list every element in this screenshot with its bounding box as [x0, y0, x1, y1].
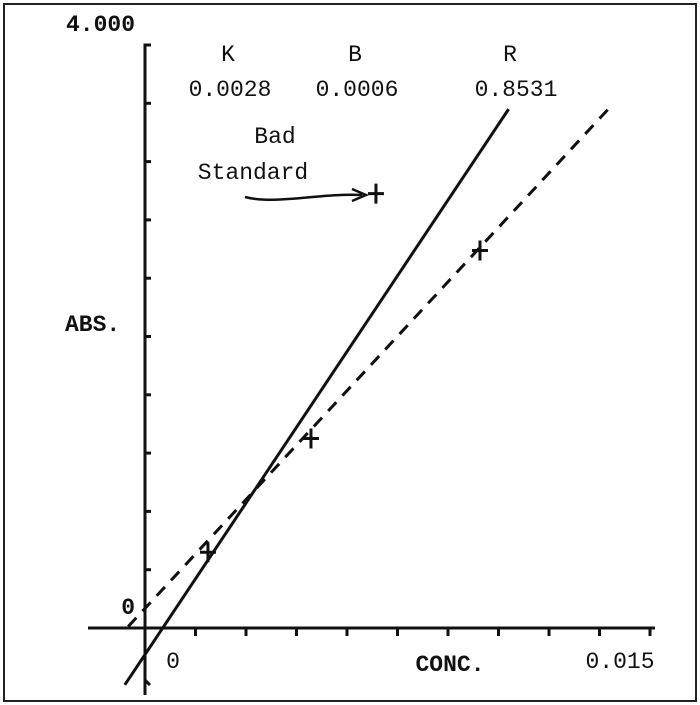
frame — [3, 3, 697, 702]
fit-line — [123, 108, 510, 686]
y-axis-label: ABS. — [65, 312, 120, 338]
stat-name: B — [348, 42, 362, 68]
x-tick-label: 0 — [166, 649, 180, 675]
annotation: Bad — [254, 124, 295, 150]
x-tick-label: 0.015 — [585, 649, 654, 675]
stat-name: K — [221, 42, 235, 68]
data-point — [302, 428, 319, 449]
x-axis-label: CONC. — [415, 652, 484, 678]
stat-value: 0.0028 — [189, 77, 272, 103]
stat-value: 0.0006 — [316, 77, 399, 103]
data-point — [471, 240, 488, 261]
arrow-head — [351, 187, 370, 203]
y-axis — [143, 43, 152, 695]
stat-value: 0.8531 — [475, 77, 558, 103]
y-tick-label: 4.000 — [66, 12, 135, 38]
stat-name: R — [503, 42, 517, 68]
data-point — [199, 542, 216, 563]
y-tick-label: 0 — [121, 595, 135, 621]
annotation: Standard — [198, 160, 308, 186]
fit-line — [127, 106, 611, 628]
annotation-arrow — [244, 193, 363, 202]
data-point — [367, 183, 384, 204]
